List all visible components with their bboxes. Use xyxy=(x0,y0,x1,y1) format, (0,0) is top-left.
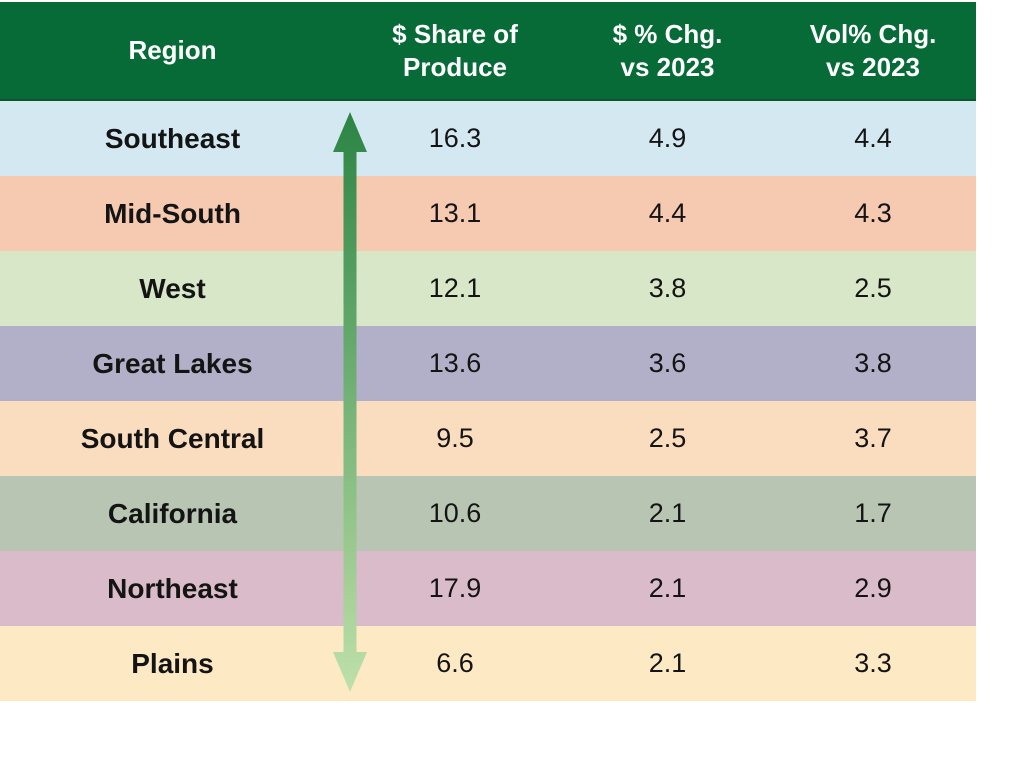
vol-pct-chg-cell: 1.7 xyxy=(770,476,976,551)
dollar-pct-chg-cell: 2.1 xyxy=(565,626,770,701)
header-cell-dollar-pct-chg: $ % Chg. vs 2023 xyxy=(565,2,770,101)
vol-pct-chg-cell: 4.3 xyxy=(770,176,976,251)
share-of-produce-cell: 6.6 xyxy=(345,626,565,701)
vol-pct-chg-cell: 4.4 xyxy=(770,101,976,176)
region-name-cell: Southeast xyxy=(0,101,345,176)
vol-pct-chg-cell: 3.8 xyxy=(770,326,976,401)
region-name-cell: Great Lakes xyxy=(0,326,345,401)
share-of-produce-cell: 17.9 xyxy=(345,551,565,626)
share-of-produce-cell: 13.1 xyxy=(345,176,565,251)
header-cell-vol-pct-chg: Vol% Chg. vs 2023 xyxy=(770,2,976,101)
region-name-cell: West xyxy=(0,251,345,326)
region-name-cell: South Central xyxy=(0,401,345,476)
share-of-produce-cell: 12.1 xyxy=(345,251,565,326)
share-of-produce-cell: 10.6 xyxy=(345,476,565,551)
share-of-produce-cell: 9.5 xyxy=(345,401,565,476)
share-of-produce-cell: 13.6 xyxy=(345,326,565,401)
header-cell-region: Region xyxy=(0,2,345,101)
dollar-pct-chg-cell: 2.5 xyxy=(565,401,770,476)
region-name-cell: Northeast xyxy=(0,551,345,626)
region-name-cell: Plains xyxy=(0,626,345,701)
region-name-cell: Mid-South xyxy=(0,176,345,251)
vol-pct-chg-cell: 3.7 xyxy=(770,401,976,476)
dollar-pct-chg-cell: 3.8 xyxy=(565,251,770,326)
dollar-pct-chg-cell: 2.1 xyxy=(565,476,770,551)
region-name-cell: California xyxy=(0,476,345,551)
share-of-produce-cell: 16.3 xyxy=(345,101,565,176)
dollar-pct-chg-cell: 4.9 xyxy=(565,101,770,176)
vol-pct-chg-cell: 2.9 xyxy=(770,551,976,626)
vol-pct-chg-cell: 3.3 xyxy=(770,626,976,701)
descending-share-double-arrow-icon xyxy=(332,112,368,692)
vol-pct-chg-cell: 2.5 xyxy=(770,251,976,326)
dollar-pct-chg-cell: 4.4 xyxy=(565,176,770,251)
dollar-pct-chg-cell: 2.1 xyxy=(565,551,770,626)
header-cell-share-of-produce: $ Share of Produce xyxy=(345,2,565,101)
dollar-pct-chg-cell: 3.6 xyxy=(565,326,770,401)
produce-regions-table: Region $ Share of Produce $ % Chg. vs 20… xyxy=(0,2,976,701)
